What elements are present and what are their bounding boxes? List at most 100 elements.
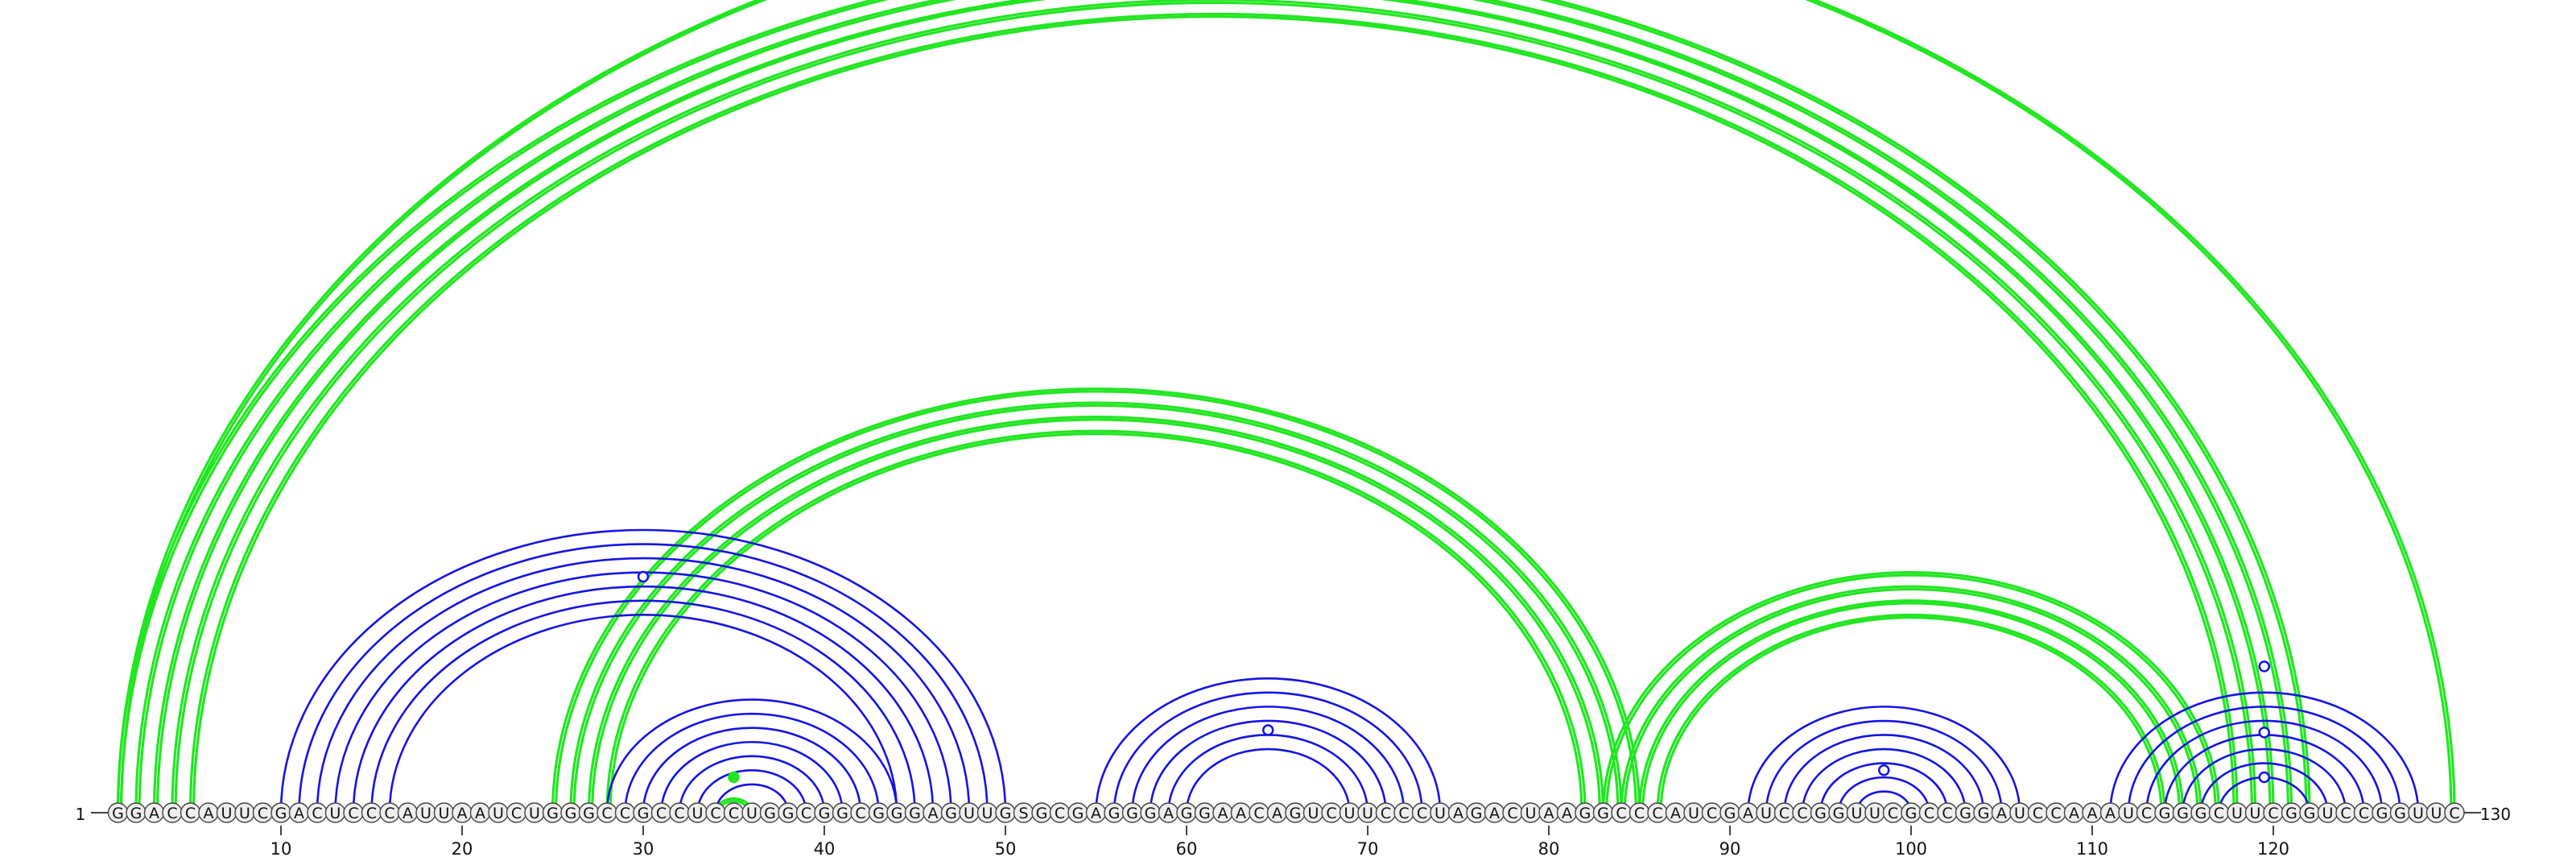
svg-text:C: C bbox=[185, 805, 196, 822]
helix-28-44-arc-1 bbox=[605, 698, 898, 814]
svg-text:C: C bbox=[1652, 805, 1662, 822]
helix-55-74-arc-1 bbox=[1095, 677, 1442, 814]
nucleotide-66: G bbox=[1285, 802, 1306, 823]
svg-text:U: U bbox=[1308, 805, 1319, 822]
svg-text:G: G bbox=[1036, 805, 1048, 822]
helix-55-74-arc-3 bbox=[1131, 706, 1406, 814]
svg-text:A: A bbox=[1562, 805, 1572, 822]
svg-text:G: G bbox=[1597, 805, 1609, 822]
svg-text:G: G bbox=[130, 805, 142, 822]
nucleotide-117: C bbox=[2208, 802, 2230, 823]
nucleotide-15: C bbox=[361, 802, 382, 823]
svg-text:G: G bbox=[2195, 805, 2207, 822]
svg-text:U: U bbox=[420, 805, 431, 822]
svg-text:C: C bbox=[2449, 805, 2459, 822]
marker-open-64 bbox=[1262, 724, 1274, 736]
svg-text:U: U bbox=[221, 805, 233, 822]
nucleotide-129: U bbox=[2425, 802, 2447, 823]
svg-text:C: C bbox=[2268, 805, 2278, 822]
svg-text:A: A bbox=[1544, 805, 1554, 822]
tick-label-60: 60 bbox=[1176, 839, 1198, 857]
nucleotide-97: U bbox=[1846, 802, 1868, 823]
nucleotide-21: A bbox=[469, 802, 491, 823]
nucleotide-114: G bbox=[2154, 802, 2175, 823]
nucleotide-84: C bbox=[1611, 802, 1632, 823]
nucleotide-80: A bbox=[1538, 802, 1559, 823]
pk-1-122-arc-1 bbox=[116, 0, 2311, 814]
helix-10-50-arc-5 bbox=[352, 585, 935, 814]
marker-open-119c bbox=[2258, 771, 2270, 784]
svg-text:U: U bbox=[1688, 805, 1699, 822]
svg-text:C: C bbox=[384, 805, 394, 822]
helix-111-128-arc-3 bbox=[2145, 719, 2384, 814]
svg-text:C: C bbox=[258, 805, 268, 822]
svg-text:U: U bbox=[692, 805, 704, 822]
nucleotide-54: G bbox=[1067, 802, 1088, 823]
svg-text:A: A bbox=[2069, 805, 2079, 822]
svg-text:C: C bbox=[855, 805, 865, 822]
nucleotide-30: G bbox=[633, 802, 654, 823]
helix-55-74-arc-6 bbox=[1185, 747, 1351, 814]
pk-1-122-arc-2 bbox=[134, 0, 2293, 814]
nucleotide-37: G bbox=[759, 802, 781, 823]
nucleotide-101: C bbox=[1918, 802, 1940, 823]
helix-10-50-arc-6 bbox=[370, 599, 916, 814]
nucleotide-108: C bbox=[2046, 802, 2066, 823]
marker-open-98 bbox=[1878, 764, 1890, 776]
pk-83-117-arc-3-inner bbox=[1641, 602, 2182, 814]
nucleotide-9: C bbox=[252, 802, 274, 823]
svg-text:G: G bbox=[547, 805, 559, 822]
nucleotide-79: U bbox=[1520, 802, 1542, 823]
svg-text:G: G bbox=[819, 805, 831, 822]
marker-layer bbox=[637, 570, 2270, 784]
pk-25-85-arc-3 bbox=[587, 416, 1605, 814]
svg-text:U: U bbox=[1435, 805, 1446, 822]
nucleotide-71: C bbox=[1375, 802, 1397, 823]
pk-25-85-arc-2 bbox=[569, 401, 1623, 814]
nucleotide-12: C bbox=[307, 802, 328, 823]
pk-1-122-arc-5-inner bbox=[192, 15, 2235, 814]
pk-83-117-arc-3 bbox=[1637, 599, 2185, 814]
nucleotide-40: G bbox=[814, 802, 835, 823]
svg-text:G: G bbox=[1814, 805, 1827, 822]
svg-text:G: G bbox=[1126, 805, 1138, 822]
nucleotide-76: G bbox=[1466, 802, 1487, 823]
helix-10-50-arc-2 bbox=[298, 543, 989, 814]
svg-text:C: C bbox=[2141, 805, 2152, 822]
svg-text:G: G bbox=[2159, 805, 2171, 822]
svg-text:G: G bbox=[112, 805, 124, 822]
nucleotide-91: A bbox=[1737, 802, 1759, 823]
svg-text:G: G bbox=[1290, 805, 1302, 822]
svg-text:U: U bbox=[1869, 805, 1880, 822]
pk-1-130-arc-1 bbox=[116, 0, 2456, 814]
svg-text:C: C bbox=[656, 805, 667, 822]
nucleotide-85: C bbox=[1629, 802, 1650, 823]
svg-text:C: C bbox=[1924, 805, 1934, 822]
nucleotide-47: G bbox=[940, 802, 962, 823]
pk-83-117-arc-1-inner bbox=[1604, 573, 2218, 814]
svg-text:C: C bbox=[2033, 805, 2043, 822]
svg-text:G: G bbox=[2304, 805, 2316, 822]
nucleotide-82: G bbox=[1575, 802, 1596, 823]
nucleotide-18: U bbox=[415, 802, 436, 823]
pk-1-122-arc-5 bbox=[188, 12, 2239, 814]
svg-text:A: A bbox=[204, 805, 214, 822]
svg-text:C: C bbox=[620, 805, 630, 822]
nucleotide-1: G bbox=[107, 802, 129, 823]
nucleotide-102: C bbox=[1937, 802, 1958, 823]
nucleotide-115: G bbox=[2172, 802, 2194, 823]
helix-91-106-arc-3 bbox=[1783, 734, 1985, 814]
svg-text:C: C bbox=[2340, 805, 2351, 822]
nucleotide-6: A bbox=[198, 802, 219, 823]
nucleotide-70: U bbox=[1357, 802, 1378, 823]
svg-text:G: G bbox=[2177, 805, 2189, 822]
tick-label-50: 50 bbox=[995, 839, 1017, 857]
helix-55-74-arc-4 bbox=[1149, 719, 1387, 814]
svg-text:G: G bbox=[764, 805, 776, 822]
nucleotide-100: G bbox=[1901, 802, 1922, 823]
nucleotide-46: A bbox=[923, 802, 943, 823]
svg-text:U: U bbox=[746, 805, 758, 822]
svg-text:C: C bbox=[348, 805, 358, 822]
nucleotide-63: A bbox=[1230, 802, 1252, 823]
nucleotide-119: U bbox=[2244, 802, 2266, 823]
